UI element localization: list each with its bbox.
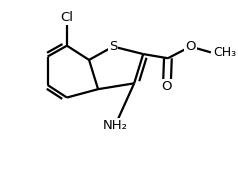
- Text: S: S: [109, 40, 117, 53]
- Text: O: O: [185, 40, 196, 53]
- Text: NH₂: NH₂: [103, 119, 128, 132]
- Text: O: O: [162, 80, 172, 93]
- Text: CH₃: CH₃: [213, 46, 236, 59]
- Text: Cl: Cl: [60, 11, 73, 24]
